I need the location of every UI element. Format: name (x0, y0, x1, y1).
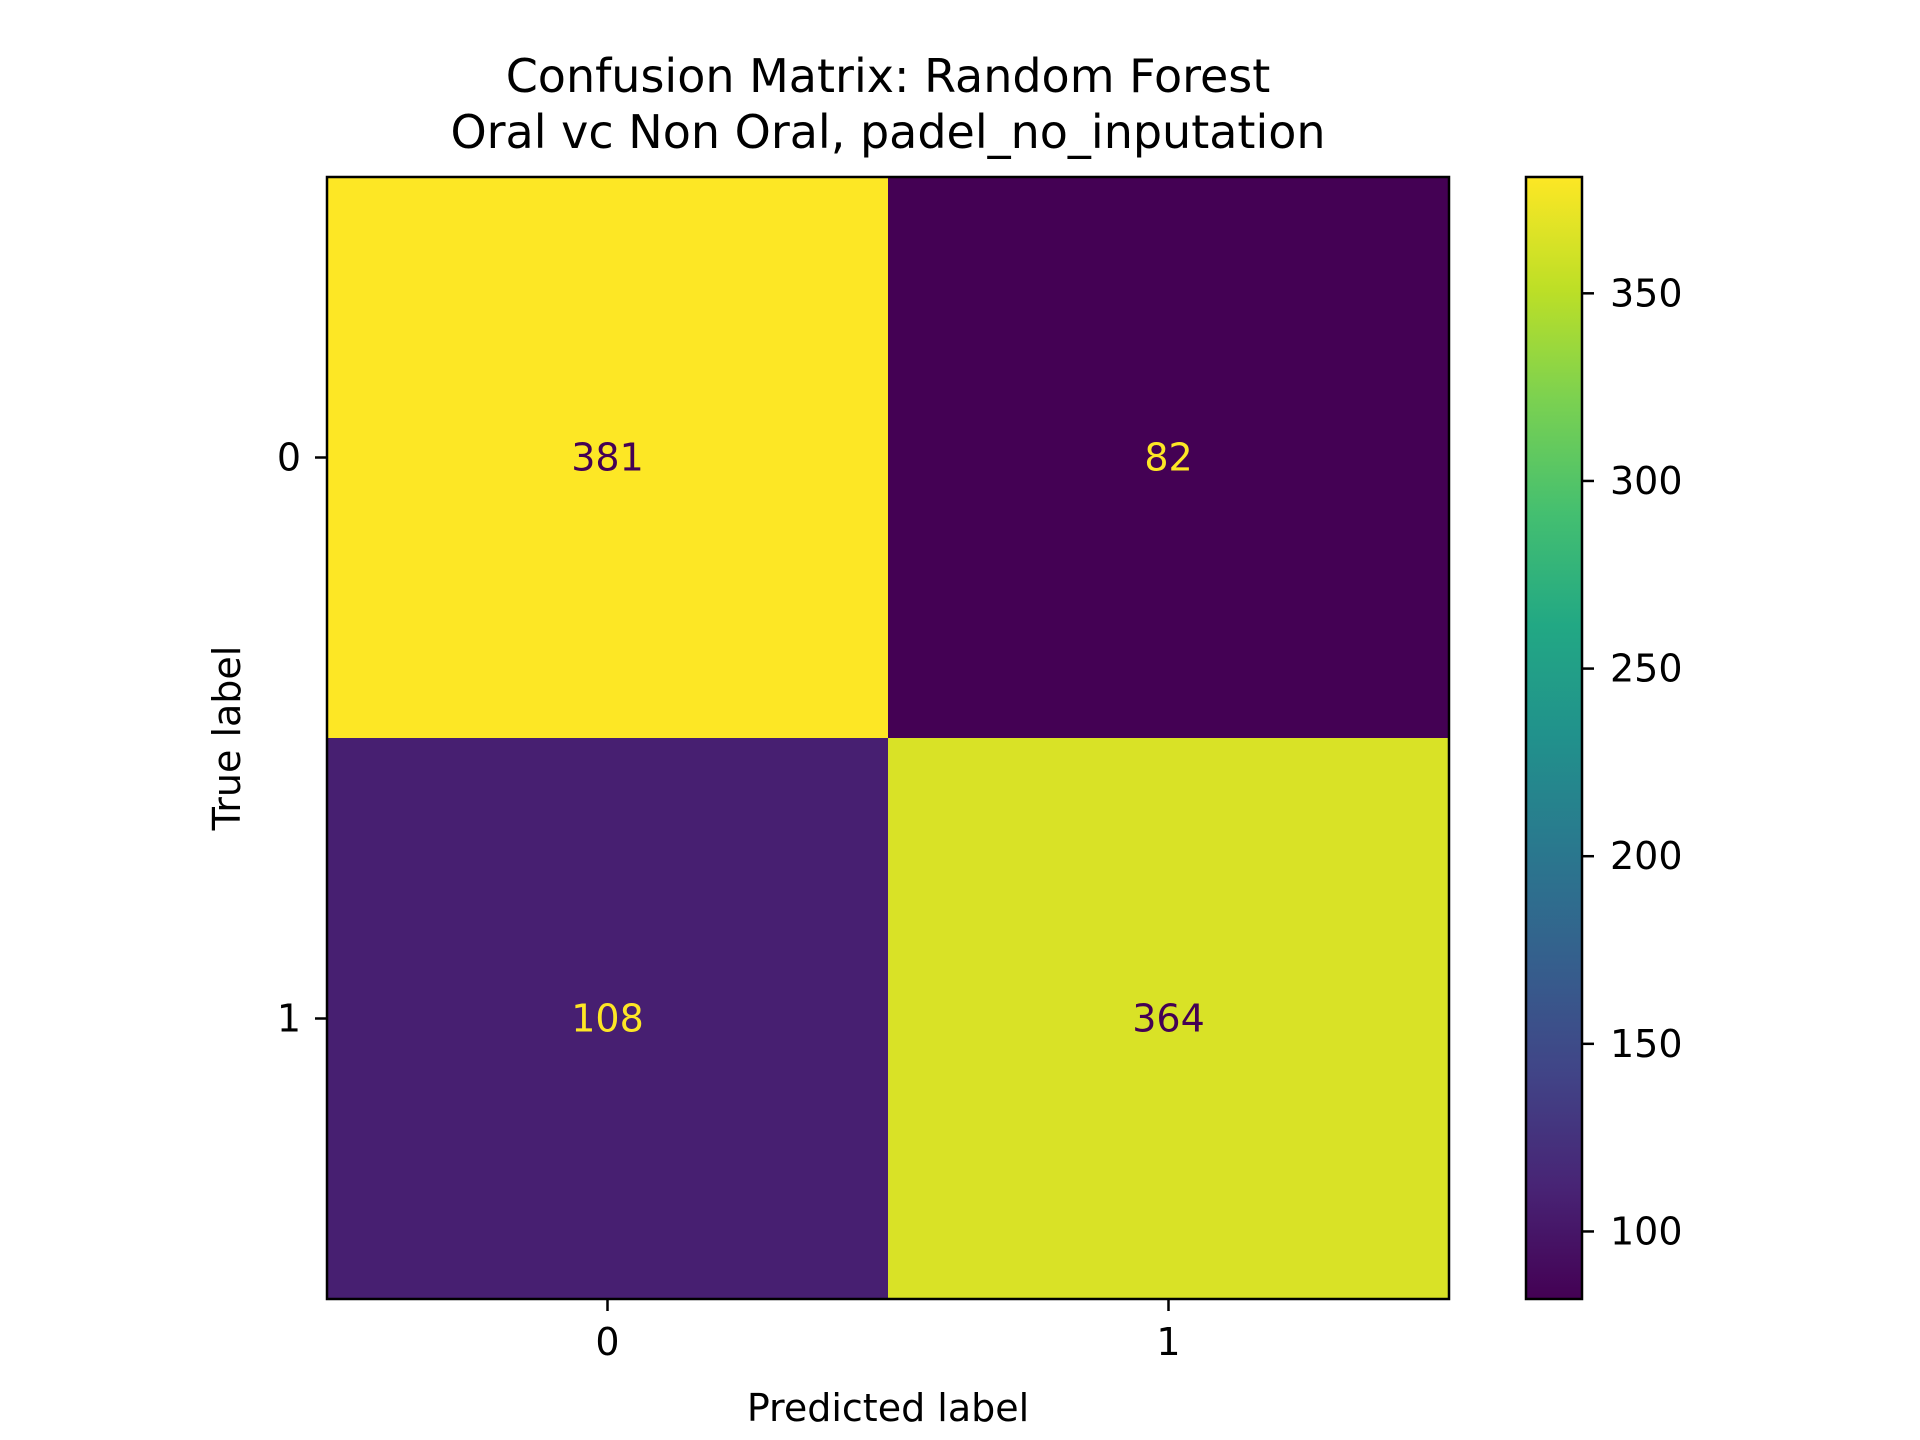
matrix-frame (325, 175, 1451, 1301)
colorbar (1524, 175, 1584, 1301)
matrix-cells (327, 177, 1450, 1300)
y-axis-label: True label (205, 646, 249, 832)
colorbar-tick-label-350: 350 (1610, 271, 1683, 315)
colorbar-ticks: 100 150 200 250 300 350 (1582, 271, 1683, 1253)
y-tick-label-0: 0 (277, 436, 301, 480)
colorbar-tick-label-200: 200 (1610, 834, 1683, 878)
cell-value-r0-c1: 82 (1144, 436, 1192, 480)
matrix-cell-labels: 381 82 108 364 (571, 436, 1205, 1041)
matrix-cell-r0-c1 (888, 177, 1450, 739)
matrix-cell-r1-c0 (327, 738, 889, 1300)
colorbar-tick-label-300: 300 (1610, 459, 1683, 503)
matrix-cell-r0-c0 (327, 177, 889, 739)
cell-value-r1-c1: 364 (1132, 997, 1205, 1041)
colorbar-tick-label-150: 150 (1610, 1022, 1683, 1066)
x-tick-label-1: 1 (1156, 1320, 1180, 1364)
x-tick-label-0: 0 (595, 1320, 619, 1364)
cell-value-r0-c0: 381 (571, 436, 644, 480)
cell-value-r1-c0: 108 (571, 997, 644, 1041)
colorbar-tick-label-100: 100 (1610, 1209, 1683, 1253)
chart-title-line-1: Confusion Matrix: Random Forest (506, 49, 1271, 103)
colorbar-tick-label-250: 250 (1610, 647, 1683, 691)
matrix-cell-r1-c1 (888, 738, 1450, 1300)
y-axis-ticks: 01 (277, 436, 327, 1041)
x-axis-label: Predicted label (747, 1386, 1029, 1430)
y-tick-label-1: 1 (277, 997, 301, 1041)
chart-title-line-2: Oral vc Non Oral, padel_no_inputation (450, 105, 1325, 159)
